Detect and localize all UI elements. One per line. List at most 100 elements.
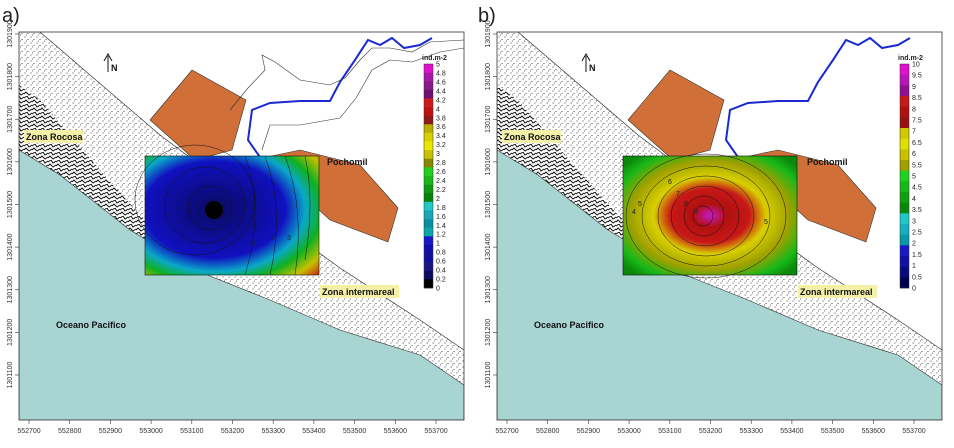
x-tick-label: 553400 (780, 428, 803, 435)
legend-swatch (424, 158, 433, 168)
legend-swatch (424, 244, 433, 254)
legend-swatch (900, 149, 909, 161)
north-arrow-icon: N (103, 52, 118, 73)
y-tick-label: 1301300 (485, 276, 492, 303)
legend-swatch (900, 234, 909, 246)
legend-label: 2 (436, 196, 440, 203)
legend-label: 5 (912, 174, 916, 181)
legend-label: 0.6 (436, 259, 446, 266)
x-tick-label: 552900 (99, 428, 122, 435)
legend-label: 1.6 (436, 214, 446, 221)
legend-label: 2.8 (436, 160, 446, 167)
legend-label: 3 (436, 151, 440, 158)
legend-label: 3.5 (912, 207, 922, 214)
legend-swatch (900, 245, 909, 257)
legend-label: 5.5 (912, 162, 922, 169)
legend-swatch (424, 150, 433, 160)
legend-label: 4.8 (436, 70, 446, 77)
x-tick-label: 553600 (384, 428, 407, 435)
legend-label: 4 (436, 106, 440, 113)
legend-title: ind.m-2 (898, 55, 923, 62)
y-tick-label: 1301600 (485, 148, 492, 175)
legend-swatch (900, 202, 909, 214)
axis-ticks: 552700 552800 552900 553000 553100 553200 5533… (7, 20, 448, 435)
legend-swatch (900, 96, 909, 107)
label-zona-rocosa: Zona Rocosa (504, 132, 562, 142)
legend-label: 8.5 (912, 95, 922, 102)
legend-swatch (424, 124, 433, 134)
legend-swatch (900, 170, 909, 182)
legend-label: 2.5 (912, 230, 922, 237)
river (246, 36, 433, 161)
legend-swatch (424, 132, 433, 142)
contour-label: 3 (287, 235, 291, 242)
contour-label: 6 (668, 179, 672, 186)
contour-label: 1 (253, 241, 257, 248)
legend-swatch (424, 219, 433, 228)
legend-frame (423, 63, 434, 289)
legend-swatch (424, 64, 433, 73)
legend-swatch (900, 277, 909, 289)
legend-swatch (900, 213, 909, 225)
x-tick-label: 553200 (699, 428, 722, 435)
x-tick-label: 553500 (343, 428, 366, 435)
frame (18, 31, 465, 421)
legend-label: 0 (436, 286, 440, 293)
legend-label: 3 (912, 218, 916, 225)
contour-label: 5 (764, 219, 768, 226)
y-tick-label: 1301700 (485, 106, 492, 133)
legend-swatch (900, 256, 909, 267)
x-tick-label: 553500 (821, 428, 844, 435)
legend-label: 7 (912, 129, 916, 136)
legend-label: 1 (912, 263, 916, 270)
legend: ind.m-2109.598.587.576.565.554.543.532.5… (898, 55, 923, 293)
legend-label: 3.6 (436, 124, 446, 131)
legend-label: 0.4 (436, 268, 446, 275)
river (724, 36, 911, 161)
legend-swatch (900, 117, 909, 129)
y-tick-label: 1301500 (485, 191, 492, 218)
panel-b: b) 6 7 8 9 4 5 (478, 5, 943, 435)
legend-swatch (900, 64, 909, 75)
legend-swatch (424, 72, 433, 82)
legend: ind.m-254.8 4.6 4.4 4.2 4 3.8 3.6 3.4 3.2 3 2.8 2.6… (422, 55, 447, 293)
y-tick-label: 1301900 (7, 20, 14, 47)
x-tick-label: 552900 (577, 428, 600, 435)
x-tick-label: 553700 (424, 428, 447, 435)
legend-label: 1 (436, 241, 440, 248)
legend-swatch (424, 81, 433, 91)
legend-swatch (900, 138, 909, 150)
legend-label: 1.8 (436, 205, 446, 212)
label-zona-rocosa: Zona Rocosa (26, 132, 84, 142)
road (261, 47, 464, 151)
legend-label: 10 (912, 62, 920, 69)
legend-swatch (424, 227, 433, 237)
y-tick-label: 1301200 (485, 319, 492, 346)
legend-swatch (424, 279, 433, 289)
legend-swatch (900, 85, 909, 97)
x-tick-label: 552700 (495, 428, 518, 435)
legend-swatch (900, 266, 909, 278)
legend-swatch (424, 115, 433, 125)
contour-label: 5 (638, 201, 642, 208)
legend-swatch (900, 192, 909, 203)
building (149, 69, 247, 161)
x-tick-label: 553000 (139, 428, 162, 435)
label-pochomil: Pochomil (327, 157, 368, 167)
legend-label: 1.4 (436, 223, 446, 230)
x-tick-label: 553300 (262, 428, 285, 435)
x-tick-label: 552800 (536, 428, 559, 435)
y-tick-label: 1301200 (7, 319, 14, 346)
building (627, 69, 725, 161)
legend-label: 3.4 (436, 133, 446, 140)
legend-swatch (424, 107, 433, 116)
legend-swatch (900, 160, 909, 171)
legend-swatch (424, 89, 433, 99)
legend-label: 2.4 (436, 178, 446, 185)
legend-label: 0.2 (436, 277, 446, 284)
legend-label: 7.5 (912, 118, 922, 125)
contour-label: 4 (632, 209, 636, 216)
contour-label: 2 (271, 235, 275, 242)
legend-label: 2 (912, 241, 916, 248)
